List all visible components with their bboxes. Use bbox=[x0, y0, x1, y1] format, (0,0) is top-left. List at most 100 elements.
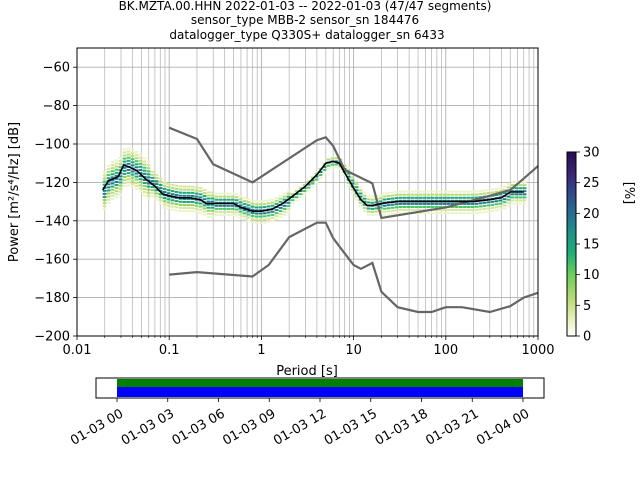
histogram-cell bbox=[194, 192, 199, 195]
histogram-cell bbox=[242, 215, 247, 218]
histogram-cell bbox=[118, 187, 123, 190]
histogram-cell bbox=[522, 196, 527, 199]
histogram-cell bbox=[498, 193, 503, 196]
histogram-cell bbox=[302, 186, 307, 189]
histogram-cell bbox=[438, 206, 443, 208]
histogram-cell bbox=[198, 211, 203, 214]
histogram-cell bbox=[398, 212, 403, 215]
histogram-cell bbox=[258, 203, 263, 206]
histogram-cell bbox=[170, 196, 175, 199]
histogram-cell bbox=[310, 182, 315, 185]
histogram-cell bbox=[386, 207, 391, 210]
histogram-cell bbox=[370, 214, 375, 216]
histogram-cell bbox=[214, 195, 219, 198]
histogram-cell bbox=[362, 206, 367, 209]
histogram-cell bbox=[238, 216, 243, 219]
histogram-cell bbox=[426, 206, 431, 208]
histogram-cell bbox=[366, 195, 371, 198]
colorbar-tick-label: 10 bbox=[583, 268, 600, 283]
histogram-cell bbox=[274, 212, 279, 215]
histogram-cell bbox=[198, 187, 203, 190]
histogram-cell bbox=[406, 202, 411, 205]
histogram-cell bbox=[410, 196, 415, 199]
histogram-cell bbox=[138, 190, 143, 193]
histogram-cell bbox=[470, 209, 475, 211]
histogram-cell bbox=[142, 185, 147, 188]
histogram-cell bbox=[134, 160, 139, 163]
histogram-cell bbox=[370, 198, 375, 201]
histogram-cell bbox=[266, 220, 271, 223]
histogram-cell bbox=[254, 203, 259, 206]
histogram-cell bbox=[106, 164, 111, 167]
histogram-cell bbox=[490, 203, 495, 206]
histogram-cell bbox=[122, 185, 127, 188]
histogram-cell bbox=[246, 219, 251, 222]
histogram-cell bbox=[278, 200, 283, 203]
histogram-cell bbox=[282, 204, 287, 207]
histogram-cell bbox=[194, 189, 199, 192]
histogram-cell bbox=[206, 212, 211, 215]
histogram-cell bbox=[330, 163, 335, 166]
histogram-cell bbox=[358, 204, 363, 207]
histogram-cell bbox=[106, 183, 111, 186]
histogram-cell bbox=[206, 191, 211, 194]
histogram-cell bbox=[250, 199, 255, 202]
histogram-cell bbox=[130, 176, 135, 179]
colorbar-ticks: 0 5 10 15 20 25 30 bbox=[576, 146, 600, 345]
histogram-cell bbox=[154, 195, 159, 198]
histogram-cell bbox=[446, 190, 451, 193]
histogram-cell bbox=[226, 204, 231, 207]
colorbar-tick-label: 30 bbox=[583, 146, 600, 161]
histogram-cell bbox=[126, 153, 131, 156]
histogram-cell bbox=[346, 166, 351, 169]
histogram-cell bbox=[250, 205, 255, 208]
histogram-cell bbox=[138, 156, 143, 159]
histogram-cell bbox=[142, 166, 147, 169]
histogram-cell bbox=[146, 161, 151, 163]
histogram-cell bbox=[226, 214, 231, 216]
histogram-cell bbox=[174, 190, 179, 193]
histogram-cell bbox=[462, 193, 467, 196]
histogram-cell bbox=[126, 147, 131, 150]
histogram-cell bbox=[146, 167, 151, 170]
histogram-cell bbox=[142, 169, 147, 172]
histogram-cell bbox=[466, 212, 471, 215]
histogram-cell bbox=[286, 204, 291, 207]
histogram-cell bbox=[426, 193, 431, 196]
histogram-cell bbox=[170, 205, 175, 208]
histogram-cell bbox=[390, 206, 395, 209]
histogram-cell bbox=[342, 174, 347, 176]
histogram-cell bbox=[462, 209, 467, 211]
histogram-cell bbox=[238, 195, 243, 198]
histogram-cell bbox=[210, 206, 215, 209]
histogram-cell bbox=[114, 190, 119, 193]
grid-lines bbox=[76, 48, 538, 337]
histogram-cell bbox=[366, 198, 371, 201]
histogram-cell bbox=[122, 157, 127, 160]
histogram-cell bbox=[102, 208, 107, 211]
histogram-cell bbox=[194, 201, 199, 204]
histogram-cell bbox=[354, 198, 359, 201]
histogram-cell bbox=[138, 165, 143, 168]
histogram-cell bbox=[466, 209, 471, 211]
histogram-cell bbox=[234, 211, 239, 214]
histogram-cell bbox=[354, 189, 359, 192]
y-tick-label: −140 bbox=[34, 214, 70, 229]
histogram-cell bbox=[354, 186, 359, 189]
histogram-cell bbox=[118, 178, 123, 181]
histogram-cell bbox=[238, 207, 243, 210]
histogram-cell bbox=[222, 204, 227, 207]
histogram-cell bbox=[170, 187, 175, 190]
histogram-cell bbox=[222, 195, 227, 198]
histogram-cell bbox=[314, 175, 319, 178]
histogram-cell bbox=[158, 177, 163, 180]
histogram-cell bbox=[190, 185, 195, 188]
histogram-cell bbox=[506, 198, 511, 201]
histogram-cell bbox=[114, 168, 119, 171]
histogram-cell bbox=[202, 204, 207, 207]
histogram-cell bbox=[254, 212, 259, 215]
histogram-cell bbox=[322, 168, 327, 171]
histogram-cell bbox=[186, 207, 191, 210]
